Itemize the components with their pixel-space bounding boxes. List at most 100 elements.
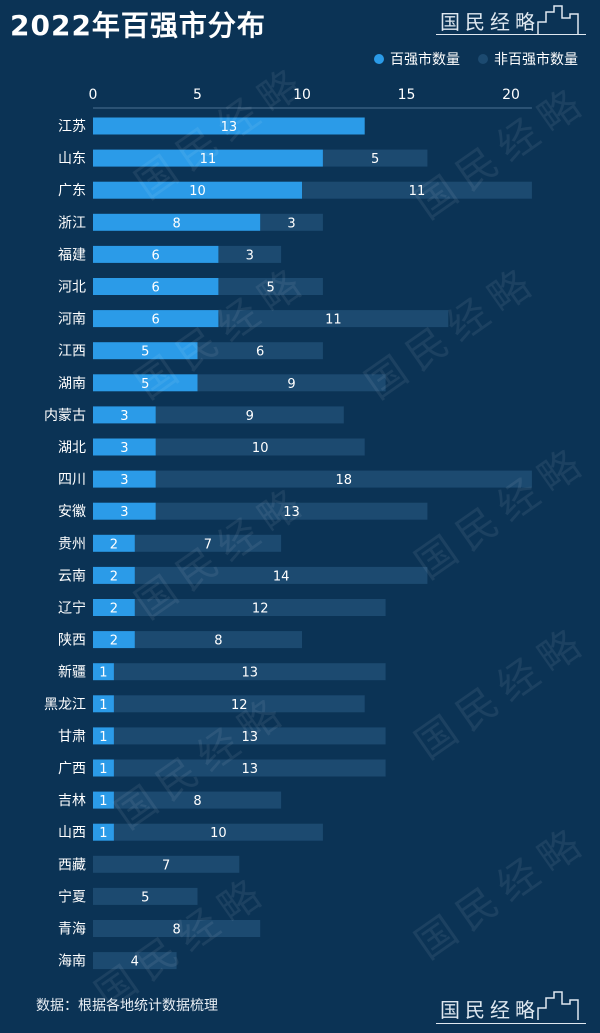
bar-top100 [93, 823, 114, 841]
legend-swatch-primary [374, 54, 384, 64]
bar-non-top100 [93, 855, 240, 873]
bar-top100-label: 10 [189, 184, 206, 199]
bar-top100 [93, 759, 114, 777]
bar-top100-label: 1 [99, 730, 107, 745]
category-label: 山西 [58, 825, 86, 841]
category-label: 江苏 [58, 119, 86, 135]
bar-top100 [93, 791, 114, 809]
category-label: 云南 [58, 568, 86, 584]
bar-non-top100 [155, 438, 365, 456]
bar-non-top100-label: 8 [214, 634, 222, 649]
bar-non-top100-label: 12 [231, 698, 248, 713]
category-label: 陕西 [58, 633, 86, 649]
bar-top100-label: 2 [110, 634, 118, 649]
bar-top100-label: 6 [152, 313, 160, 328]
bar-top100 [93, 117, 365, 135]
category-label: 海南 [58, 954, 86, 970]
bar-non-top100 [93, 920, 261, 937]
bar-non-top100 [302, 181, 532, 199]
bar-top100 [93, 695, 114, 713]
legend-label-secondary: 非百强市数量 [494, 52, 578, 68]
category-label: 西藏 [58, 857, 86, 873]
bar-non-top100 [134, 599, 386, 616]
bar-top100-label: 1 [99, 794, 107, 809]
bar-non-top100-label: 14 [273, 569, 290, 584]
bar-non-top100-label: 13 [241, 666, 258, 681]
footer-skyline-icon [537, 991, 579, 1020]
category-label: 湖南 [58, 376, 86, 392]
category-label: 河北 [58, 280, 86, 296]
bar-top100-label: 3 [120, 473, 128, 488]
brand-logo-text: 国民经略 [440, 10, 540, 34]
footer-brand-underline [436, 1023, 586, 1024]
bar-top100-label: 3 [120, 505, 128, 520]
bar-non-top100 [218, 245, 282, 263]
bar-top100-label: 11 [200, 152, 217, 167]
bar-non-top100 [93, 887, 198, 905]
bar-top100-label: 1 [99, 762, 107, 777]
skyline-icon [537, 5, 579, 34]
bar-non-top100 [134, 566, 428, 584]
bar-top100 [93, 342, 198, 360]
legend-item-primary: 百强市数量 [374, 49, 460, 69]
bar-non-top100-label: 9 [287, 377, 295, 392]
chart-legend: 百强市数量 非百强市数量 [374, 49, 578, 69]
legend-label-primary: 百强市数量 [390, 52, 460, 68]
bar-top100-label: 3 [120, 441, 128, 456]
bar-non-top100-label: 7 [162, 858, 170, 873]
x-tick-label: 20 [502, 87, 520, 103]
bar-non-top100-label: 5 [267, 281, 275, 296]
bar-top100 [93, 631, 135, 649]
data-source-note: 数据：根据各地统计数据梳理 [36, 998, 218, 1014]
bar-non-top100-label: 3 [246, 248, 254, 263]
bar-non-top100 [113, 791, 282, 809]
bar-non-top100 [260, 213, 323, 231]
bar-top100-label: 3 [120, 409, 128, 424]
bar-non-top100 [155, 406, 344, 424]
bar-non-top100-label: 13 [241, 730, 258, 745]
footer-brand-logo-text: 国民经略 [440, 998, 540, 1022]
bar-top100-label: 2 [110, 602, 118, 617]
category-label: 内蒙古 [44, 408, 86, 424]
bar-non-top100-label: 3 [287, 216, 295, 231]
bar-non-top100 [113, 663, 386, 681]
bar-non-top100 [113, 823, 323, 841]
bar-non-top100 [113, 759, 386, 777]
bar-non-top100 [197, 342, 323, 360]
bar-top100 [93, 149, 323, 167]
bar-non-top100 [322, 149, 428, 167]
bar-non-top100-label: 10 [252, 441, 269, 456]
bar-top100 [93, 278, 219, 295]
bar-non-top100 [93, 952, 177, 970]
bar-non-top100-label: 12 [252, 602, 269, 617]
bar-top100 [93, 502, 156, 520]
bar-top100-label: 6 [152, 248, 160, 263]
bar-non-top100 [113, 695, 365, 713]
bar-top100-label: 8 [172, 216, 180, 231]
bar-non-top100 [155, 470, 532, 488]
bar-top100-label: 5 [141, 345, 149, 360]
category-label: 福建 [58, 247, 86, 263]
category-label: 黑龙江 [44, 697, 86, 713]
category-label: 宁夏 [58, 888, 86, 905]
bar-non-top100 [197, 374, 386, 392]
category-label: 河南 [58, 312, 86, 328]
bar-top100 [93, 213, 261, 231]
category-label: 甘肃 [58, 729, 86, 745]
bar-top100-label: 1 [99, 826, 107, 841]
category-label: 吉林 [58, 793, 86, 809]
bar-top100 [93, 727, 114, 745]
bar-top100 [93, 534, 135, 552]
bar-non-top100-label: 11 [409, 184, 426, 199]
bar-non-top100-label: 18 [336, 473, 353, 488]
bar-top100 [93, 181, 302, 199]
bar-top100 [93, 438, 156, 456]
bar-top100-label: 5 [141, 377, 149, 392]
bar-non-top100-label: 13 [283, 505, 300, 520]
brand-underline [436, 34, 586, 35]
bar-top100 [93, 374, 198, 392]
bar-non-top100 [218, 310, 449, 328]
bar-non-top100 [155, 502, 428, 520]
category-label: 湖北 [58, 440, 86, 456]
